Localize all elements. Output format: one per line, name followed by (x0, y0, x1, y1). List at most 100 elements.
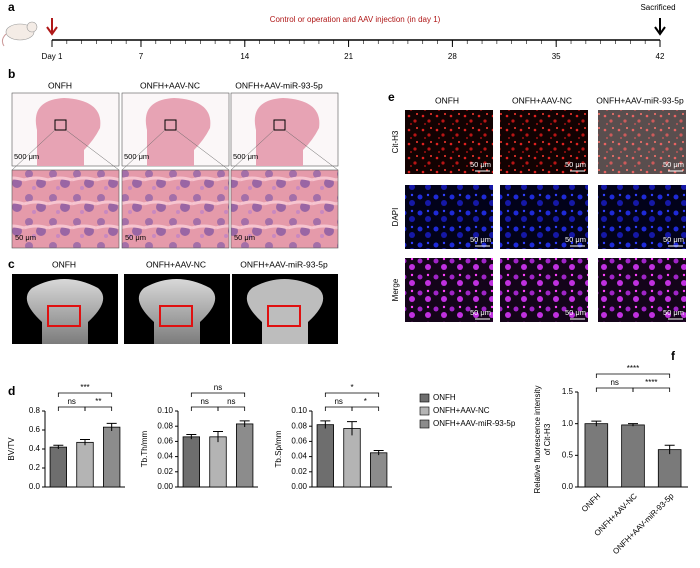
significance-bracket (190, 406, 219, 411)
panel-label: b (8, 67, 15, 81)
tick-label: 14 (240, 52, 249, 61)
bar (584, 423, 609, 488)
scale-label: 500 μm (14, 152, 39, 161)
scale-label: 50 μm (565, 160, 586, 169)
bar (657, 449, 682, 488)
row-label: Cit-H3 (391, 130, 400, 153)
scale-label: 500 μm (124, 152, 149, 161)
significance-label: **** (627, 364, 639, 373)
significance-label: ns (214, 383, 222, 392)
error-bar (80, 439, 90, 446)
significance-label: ** (95, 397, 101, 406)
bar (76, 441, 94, 488)
zoom-line (65, 129, 120, 171)
error-bar (373, 450, 384, 456)
tick-label: 35 (552, 52, 561, 61)
significance-bracket (57, 392, 113, 397)
scale-label: 50 μm (234, 233, 255, 242)
end-label: Sacrificed (640, 3, 675, 12)
fluorescence-image (405, 185, 493, 249)
column-title: ONFH (52, 259, 76, 269)
significance-bracket (84, 406, 113, 411)
y-axis-label: Tb.Sp/mm (274, 430, 283, 467)
fluorescence-image (598, 258, 686, 322)
column-title: ONFH (48, 80, 72, 90)
y-tick-label: 0.00 (157, 482, 173, 491)
y-tick-label: 0.4 (29, 444, 41, 453)
error-bar (239, 420, 250, 427)
panel-label: c (8, 257, 15, 271)
error-bar (213, 431, 223, 443)
significance-label: ns (200, 397, 208, 406)
histology-zoom (11, 169, 120, 249)
bar (209, 436, 227, 488)
roi-box (164, 119, 177, 131)
x-tick-label: ONFH+AAV-miR-93-5p (611, 491, 676, 556)
legend-label: ONFH+AAV-NC (433, 406, 490, 415)
histology-zoom (230, 169, 339, 249)
scale-label: 50 μm (663, 308, 684, 317)
y-tick-label: 0.0 (562, 482, 574, 491)
femoral-head (254, 98, 320, 166)
y-axis-label: BV/TV (7, 437, 16, 461)
y-tick-label: 0.10 (291, 406, 307, 415)
mouse-icon (1, 21, 38, 47)
zoom-line (230, 129, 275, 171)
roi-box (273, 119, 286, 131)
fluorescence-image (405, 258, 493, 322)
significance-bracket (324, 406, 353, 411)
zoom-line (175, 129, 230, 171)
scale-label: 50 μm (470, 235, 491, 244)
legend-label: ONFH+AAV-miR-93-5p (433, 419, 516, 428)
error-bar (53, 444, 64, 449)
significance-label: ns (334, 397, 342, 406)
legend-swatch (419, 419, 430, 429)
femoral-head (26, 279, 104, 344)
significance-label: * (350, 383, 353, 392)
y-tick-label: 0.8 (29, 406, 41, 415)
y-tick-label: 0.10 (157, 406, 173, 415)
y-axis-label: Relative fluorescence intensityof Cit-H3 (533, 385, 552, 493)
x-tick-label: ONFH (580, 491, 603, 514)
y-tick-label: 0.2 (29, 463, 41, 472)
y-tick-label: 1.0 (562, 419, 574, 428)
significance-label: ns (67, 397, 75, 406)
panel-label: a (8, 0, 15, 14)
fluorescence-image (500, 258, 588, 322)
y-tick-label: 0.02 (291, 467, 307, 476)
bar (343, 428, 361, 488)
column-title: ONFH+AAV-NC (512, 95, 572, 105)
y-tick-label: 0.06 (291, 437, 307, 446)
error-bar (628, 423, 638, 427)
scale-label: 50 μm (565, 235, 586, 244)
roi-box (47, 305, 81, 327)
y-tick-label: 0.02 (157, 467, 173, 476)
fluorescence-image (598, 185, 686, 249)
scale-label: 50 μm (470, 160, 491, 169)
zoom-line (284, 129, 339, 171)
scale-label: 500 μm (233, 152, 258, 161)
y-axis-label: Tb.Th/mm (140, 430, 149, 467)
y-tick-label: 1.5 (562, 387, 574, 396)
column-title: ONFH+AAV-miR-93-5p (235, 80, 323, 90)
fluorescence-image (598, 110, 686, 174)
zoom-line (121, 129, 166, 171)
error-bar (347, 421, 357, 436)
significance-bracket (632, 387, 671, 392)
error-bar (320, 420, 331, 429)
fluorescence-image (500, 110, 588, 174)
histology-zoom (121, 169, 230, 249)
y-tick-label: 0.0 (29, 482, 41, 491)
bar (235, 423, 254, 488)
significance-label: *** (80, 383, 89, 392)
significance-label: * (364, 397, 367, 406)
significance-bracket (324, 392, 380, 397)
bar (182, 436, 200, 488)
y-tick-label: 0.00 (291, 482, 307, 491)
column-title: ONFH+AAV-NC (146, 259, 206, 269)
column-title: ONFH+AAV-NC (140, 80, 200, 90)
significance-bracket (217, 406, 246, 411)
column-title: ONFH+AAV-miR-93-5p (240, 259, 328, 269)
scale-label: 50 μm (565, 308, 586, 317)
